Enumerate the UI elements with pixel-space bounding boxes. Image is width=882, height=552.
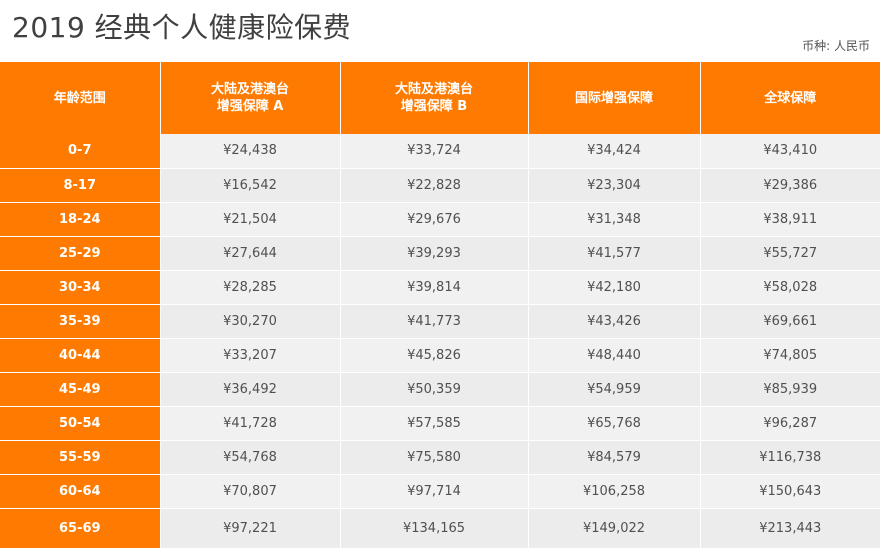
premium-table: 年龄范围 大陆及港澳台 增强保障 A 大陆及港澳台 增强保障 B 国际增强保障 全球保障 0… — [0, 62, 880, 549]
premium-value-cell: ¥74,805 — [700, 338, 880, 373]
premium-value-cell: ¥134,165 — [340, 508, 529, 549]
table-row: 40-44 ¥33,207 ¥45,826 ¥48,440 ¥74,805 — [0, 338, 880, 373]
age-range-cell: 60-64 — [0, 474, 161, 509]
table-row: 0-7 ¥24,438 ¥33,724 ¥34,424 ¥43,410 — [0, 134, 880, 169]
premium-value-cell: ¥75,580 — [340, 440, 529, 475]
premium-value-cell: ¥43,410 — [700, 134, 880, 169]
header-international: 国际增强保障 — [528, 62, 701, 134]
age-range-cell: 50-54 — [0, 406, 161, 441]
premium-value-cell: ¥38,911 — [700, 202, 880, 237]
table-row: 45-49 ¥36,492 ¥50,359 ¥54,959 ¥85,939 — [0, 372, 880, 407]
table-row: 25-29 ¥27,644 ¥39,293 ¥41,577 ¥55,727 — [0, 236, 880, 271]
age-range-cell: 18-24 — [0, 202, 161, 237]
premium-value-cell: ¥48,440 — [528, 338, 701, 373]
table-row: 55-59 ¥54,768 ¥75,580 ¥84,579 ¥116,738 — [0, 440, 880, 475]
premium-value-cell: ¥42,180 — [528, 270, 701, 305]
age-range-cell: 40-44 — [0, 338, 161, 373]
premium-value-cell: ¥84,579 — [528, 440, 701, 475]
premium-value-cell: ¥45,826 — [340, 338, 529, 373]
premium-value-cell: ¥97,714 — [340, 474, 529, 509]
premium-value-cell: ¥41,728 — [160, 406, 341, 441]
age-range-cell: 30-34 — [0, 270, 161, 305]
header-row: 年龄范围 大陆及港澳台 增强保障 A 大陆及港澳台 增强保障 B 国际增强保障 全球保障 — [0, 62, 880, 134]
header-plan-a: 大陆及港澳台 增强保障 A — [160, 62, 341, 134]
premium-value-cell: ¥97,221 — [160, 508, 341, 549]
table-row: 8-17 ¥16,542 ¥22,828 ¥23,304 ¥29,386 — [0, 168, 880, 203]
age-range-cell: 35-39 — [0, 304, 161, 339]
premium-value-cell: ¥55,727 — [700, 236, 880, 271]
header-global: 全球保障 — [700, 62, 880, 134]
age-range-cell: 8-17 — [0, 168, 161, 203]
premium-value-cell: ¥23,304 — [528, 168, 701, 203]
premium-value-cell: ¥116,738 — [700, 440, 880, 475]
premium-value-cell: ¥149,022 — [528, 508, 701, 549]
premium-value-cell: ¥106,258 — [528, 474, 701, 509]
premium-value-cell: ¥58,028 — [700, 270, 880, 305]
premium-value-cell: ¥65,768 — [528, 406, 701, 441]
table-row: 65-69 ¥97,221 ¥134,165 ¥149,022 ¥213,443 — [0, 508, 880, 549]
premium-value-cell: ¥31,348 — [528, 202, 701, 237]
table-row: 35-39 ¥30,270 ¥41,773 ¥43,426 ¥69,661 — [0, 304, 880, 339]
premium-value-cell: ¥85,939 — [700, 372, 880, 407]
table-row: 18-24 ¥21,504 ¥29,676 ¥31,348 ¥38,911 — [0, 202, 880, 237]
premium-value-cell: ¥29,676 — [340, 202, 529, 237]
premium-value-cell: ¥150,643 — [700, 474, 880, 509]
premium-value-cell: ¥27,644 — [160, 236, 341, 271]
premium-value-cell: ¥39,814 — [340, 270, 529, 305]
header-age-range: 年龄范围 — [0, 62, 161, 134]
premium-value-cell: ¥213,443 — [700, 508, 880, 549]
premium-value-cell: ¥22,828 — [340, 168, 529, 203]
currency-note: 币种: 人民币 — [802, 39, 870, 53]
premium-value-cell: ¥54,959 — [528, 372, 701, 407]
table-header: 年龄范围 大陆及港澳台 增强保障 A 大陆及港澳台 增强保障 B 国际增强保障 全球保障 — [0, 62, 880, 134]
premium-value-cell: ¥33,207 — [160, 338, 341, 373]
premium-table-container: 年龄范围 大陆及港澳台 增强保障 A 大陆及港澳台 增强保障 B 国际增强保障 全球保障 0… — [0, 62, 880, 549]
age-range-cell: 65-69 — [0, 508, 161, 549]
header-plan-b: 大陆及港澳台 增强保障 B — [340, 62, 529, 134]
premium-value-cell: ¥69,661 — [700, 304, 880, 339]
age-range-cell: 45-49 — [0, 372, 161, 407]
premium-value-cell: ¥96,287 — [700, 406, 880, 441]
age-range-cell: 55-59 — [0, 440, 161, 475]
table-row: 60-64 ¥70,807 ¥97,714 ¥106,258 ¥150,643 — [0, 474, 880, 509]
premium-value-cell: ¥54,768 — [160, 440, 341, 475]
premium-value-cell: ¥36,492 — [160, 372, 341, 407]
table-body: 0-7 ¥24,438 ¥33,724 ¥34,424 ¥43,410 8-17 ¥16,5… — [0, 134, 880, 549]
page-title: 2019 经典个人健康险保费 — [12, 11, 352, 44]
premium-value-cell: ¥43,426 — [528, 304, 701, 339]
premium-value-cell: ¥16,542 — [160, 168, 341, 203]
table-row: 50-54 ¥41,728 ¥57,585 ¥65,768 ¥96,287 — [0, 406, 880, 441]
premium-value-cell: ¥57,585 — [340, 406, 529, 441]
premium-value-cell: ¥41,773 — [340, 304, 529, 339]
age-range-cell: 25-29 — [0, 236, 161, 271]
premium-value-cell: ¥21,504 — [160, 202, 341, 237]
premium-value-cell: ¥33,724 — [340, 134, 529, 169]
premium-value-cell: ¥34,424 — [528, 134, 701, 169]
premium-value-cell: ¥50,359 — [340, 372, 529, 407]
premium-value-cell: ¥39,293 — [340, 236, 529, 271]
premium-value-cell: ¥24,438 — [160, 134, 341, 169]
premium-value-cell: ¥70,807 — [160, 474, 341, 509]
premium-value-cell: ¥30,270 — [160, 304, 341, 339]
premium-value-cell: ¥41,577 — [528, 236, 701, 271]
premium-value-cell: ¥28,285 — [160, 270, 341, 305]
age-range-cell: 0-7 — [0, 134, 161, 169]
premium-value-cell: ¥29,386 — [700, 168, 880, 203]
table-row: 30-34 ¥28,285 ¥39,814 ¥42,180 ¥58,028 — [0, 270, 880, 305]
